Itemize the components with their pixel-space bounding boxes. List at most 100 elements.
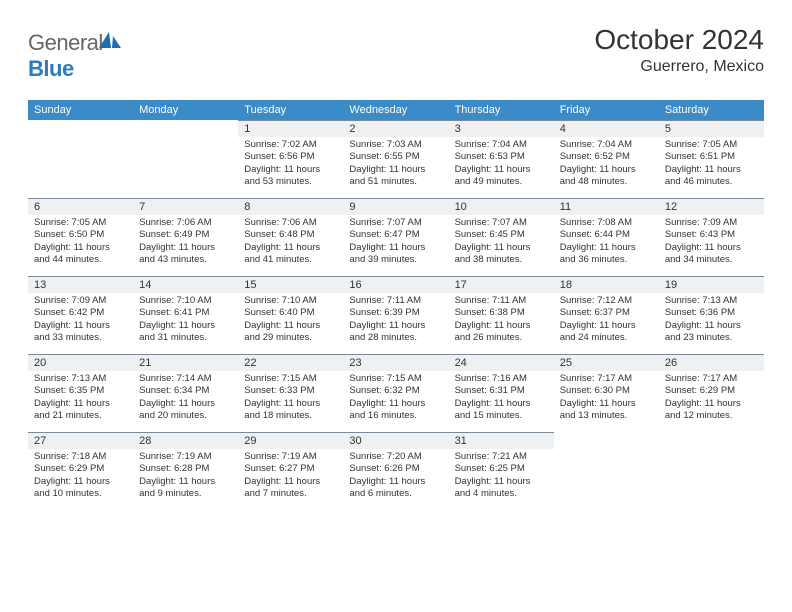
daylight-line2: and 33 minutes. xyxy=(34,332,127,344)
day-cell: 5Sunrise: 7:05 AMSunset: 6:51 PMDaylight… xyxy=(659,120,764,198)
daylight-line1: Daylight: 11 hours xyxy=(560,164,653,176)
day-header-row: SundayMondayTuesdayWednesdayThursdayFrid… xyxy=(28,100,764,120)
sunrise: Sunrise: 7:06 AM xyxy=(244,217,337,229)
day-cell: 7Sunrise: 7:06 AMSunset: 6:49 PMDaylight… xyxy=(133,198,238,276)
page-header: GeneralBlue October 2024 Guerrero, Mexic… xyxy=(28,24,764,82)
day-cell: 16Sunrise: 7:11 AMSunset: 6:39 PMDayligh… xyxy=(343,276,448,354)
daylight-line2: and 34 minutes. xyxy=(665,254,758,266)
daylight-line1: Daylight: 11 hours xyxy=(349,164,442,176)
sunset: Sunset: 6:39 PM xyxy=(349,307,442,319)
sunset: Sunset: 6:32 PM xyxy=(349,385,442,397)
sunset: Sunset: 6:26 PM xyxy=(349,463,442,475)
daylight-line1: Daylight: 11 hours xyxy=(665,398,758,410)
day-details: Sunrise: 7:10 AMSunset: 6:40 PMDaylight:… xyxy=(238,293,343,350)
daylight-line1: Daylight: 11 hours xyxy=(560,320,653,332)
sunset: Sunset: 6:45 PM xyxy=(455,229,548,241)
daylight-line1: Daylight: 11 hours xyxy=(455,476,548,488)
sunrise: Sunrise: 7:04 AM xyxy=(455,139,548,151)
sunrise: Sunrise: 7:15 AM xyxy=(244,373,337,385)
daylight-line1: Daylight: 11 hours xyxy=(560,398,653,410)
day-cell: 14Sunrise: 7:10 AMSunset: 6:41 PMDayligh… xyxy=(133,276,238,354)
day-details: Sunrise: 7:09 AMSunset: 6:42 PMDaylight:… xyxy=(28,293,133,350)
daylight-line2: and 31 minutes. xyxy=(139,332,232,344)
day-number: 6 xyxy=(28,199,133,215)
sunrise: Sunrise: 7:17 AM xyxy=(560,373,653,385)
logo-text: GeneralBlue xyxy=(28,30,123,82)
day-cell: 29Sunrise: 7:19 AMSunset: 6:27 PMDayligh… xyxy=(238,432,343,510)
daylight-line2: and 49 minutes. xyxy=(455,176,548,188)
daylight-line1: Daylight: 11 hours xyxy=(244,476,337,488)
day-header-cell: Friday xyxy=(554,100,659,120)
sunrise: Sunrise: 7:21 AM xyxy=(455,451,548,463)
daylight-line1: Daylight: 11 hours xyxy=(244,320,337,332)
daylight-line1: Daylight: 11 hours xyxy=(139,320,232,332)
sunset: Sunset: 6:43 PM xyxy=(665,229,758,241)
day-cell: 26Sunrise: 7:17 AMSunset: 6:29 PMDayligh… xyxy=(659,354,764,432)
calendar: SundayMondayTuesdayWednesdayThursdayFrid… xyxy=(28,100,764,510)
sunrise: Sunrise: 7:13 AM xyxy=(665,295,758,307)
daylight-line1: Daylight: 11 hours xyxy=(455,242,548,254)
day-details: Sunrise: 7:12 AMSunset: 6:37 PMDaylight:… xyxy=(554,293,659,350)
day-number: 9 xyxy=(343,199,448,215)
day-cell: 23Sunrise: 7:15 AMSunset: 6:32 PMDayligh… xyxy=(343,354,448,432)
sunrise: Sunrise: 7:19 AM xyxy=(139,451,232,463)
daylight-line1: Daylight: 11 hours xyxy=(34,320,127,332)
day-details: Sunrise: 7:17 AMSunset: 6:30 PMDaylight:… xyxy=(554,371,659,428)
day-cell: 24Sunrise: 7:16 AMSunset: 6:31 PMDayligh… xyxy=(449,354,554,432)
day-details: Sunrise: 7:16 AMSunset: 6:31 PMDaylight:… xyxy=(449,371,554,428)
day-details: Sunrise: 7:20 AMSunset: 6:26 PMDaylight:… xyxy=(343,449,448,506)
day-number: 14 xyxy=(133,277,238,293)
sunrise: Sunrise: 7:18 AM xyxy=(34,451,127,463)
daylight-line2: and 4 minutes. xyxy=(455,488,548,500)
daylight-line1: Daylight: 11 hours xyxy=(34,476,127,488)
day-details: Sunrise: 7:10 AMSunset: 6:41 PMDaylight:… xyxy=(133,293,238,350)
day-number: 10 xyxy=(449,199,554,215)
daylight-line1: Daylight: 11 hours xyxy=(349,242,442,254)
day-cell: 20Sunrise: 7:13 AMSunset: 6:35 PMDayligh… xyxy=(28,354,133,432)
day-cell: 15Sunrise: 7:10 AMSunset: 6:40 PMDayligh… xyxy=(238,276,343,354)
day-details: Sunrise: 7:11 AMSunset: 6:39 PMDaylight:… xyxy=(343,293,448,350)
day-details: Sunrise: 7:19 AMSunset: 6:27 PMDaylight:… xyxy=(238,449,343,506)
day-cell: 1Sunrise: 7:02 AMSunset: 6:56 PMDaylight… xyxy=(238,120,343,198)
day-number: 30 xyxy=(343,433,448,449)
day-details: Sunrise: 7:19 AMSunset: 6:28 PMDaylight:… xyxy=(133,449,238,506)
daylight-line1: Daylight: 11 hours xyxy=(244,398,337,410)
logo-sail-icon xyxy=(99,32,123,50)
daylight-line2: and 39 minutes. xyxy=(349,254,442,266)
day-header-cell: Tuesday xyxy=(238,100,343,120)
sunset: Sunset: 6:30 PM xyxy=(560,385,653,397)
sunrise: Sunrise: 7:06 AM xyxy=(139,217,232,229)
daylight-line1: Daylight: 11 hours xyxy=(244,242,337,254)
day-number: 29 xyxy=(238,433,343,449)
day-cell: 10Sunrise: 7:07 AMSunset: 6:45 PMDayligh… xyxy=(449,198,554,276)
sunset: Sunset: 6:36 PM xyxy=(665,307,758,319)
sunset: Sunset: 6:35 PM xyxy=(34,385,127,397)
sunset: Sunset: 6:47 PM xyxy=(349,229,442,241)
sunrise: Sunrise: 7:10 AM xyxy=(244,295,337,307)
daylight-line1: Daylight: 11 hours xyxy=(34,398,127,410)
sunset: Sunset: 6:41 PM xyxy=(139,307,232,319)
daylight-line1: Daylight: 11 hours xyxy=(665,320,758,332)
sunset: Sunset: 6:28 PM xyxy=(139,463,232,475)
day-details: Sunrise: 7:04 AMSunset: 6:52 PMDaylight:… xyxy=(554,137,659,194)
sunset: Sunset: 6:29 PM xyxy=(34,463,127,475)
sunset: Sunset: 6:52 PM xyxy=(560,151,653,163)
day-header-cell: Saturday xyxy=(659,100,764,120)
daylight-line2: and 23 minutes. xyxy=(665,332,758,344)
day-number: 26 xyxy=(659,355,764,371)
empty-cell xyxy=(28,120,133,198)
daylight-line1: Daylight: 11 hours xyxy=(560,242,653,254)
day-details: Sunrise: 7:09 AMSunset: 6:43 PMDaylight:… xyxy=(659,215,764,272)
sunrise: Sunrise: 7:03 AM xyxy=(349,139,442,151)
day-number: 23 xyxy=(343,355,448,371)
daylight-line1: Daylight: 11 hours xyxy=(139,242,232,254)
sunset: Sunset: 6:53 PM xyxy=(455,151,548,163)
sunset: Sunset: 6:56 PM xyxy=(244,151,337,163)
daylight-line2: and 48 minutes. xyxy=(560,176,653,188)
daylight-line1: Daylight: 11 hours xyxy=(665,164,758,176)
sunset: Sunset: 6:49 PM xyxy=(139,229,232,241)
weeks-container: 1Sunrise: 7:02 AMSunset: 6:56 PMDaylight… xyxy=(28,120,764,510)
day-number: 4 xyxy=(554,121,659,137)
logo: GeneralBlue xyxy=(28,30,123,82)
sunrise: Sunrise: 7:11 AM xyxy=(455,295,548,307)
